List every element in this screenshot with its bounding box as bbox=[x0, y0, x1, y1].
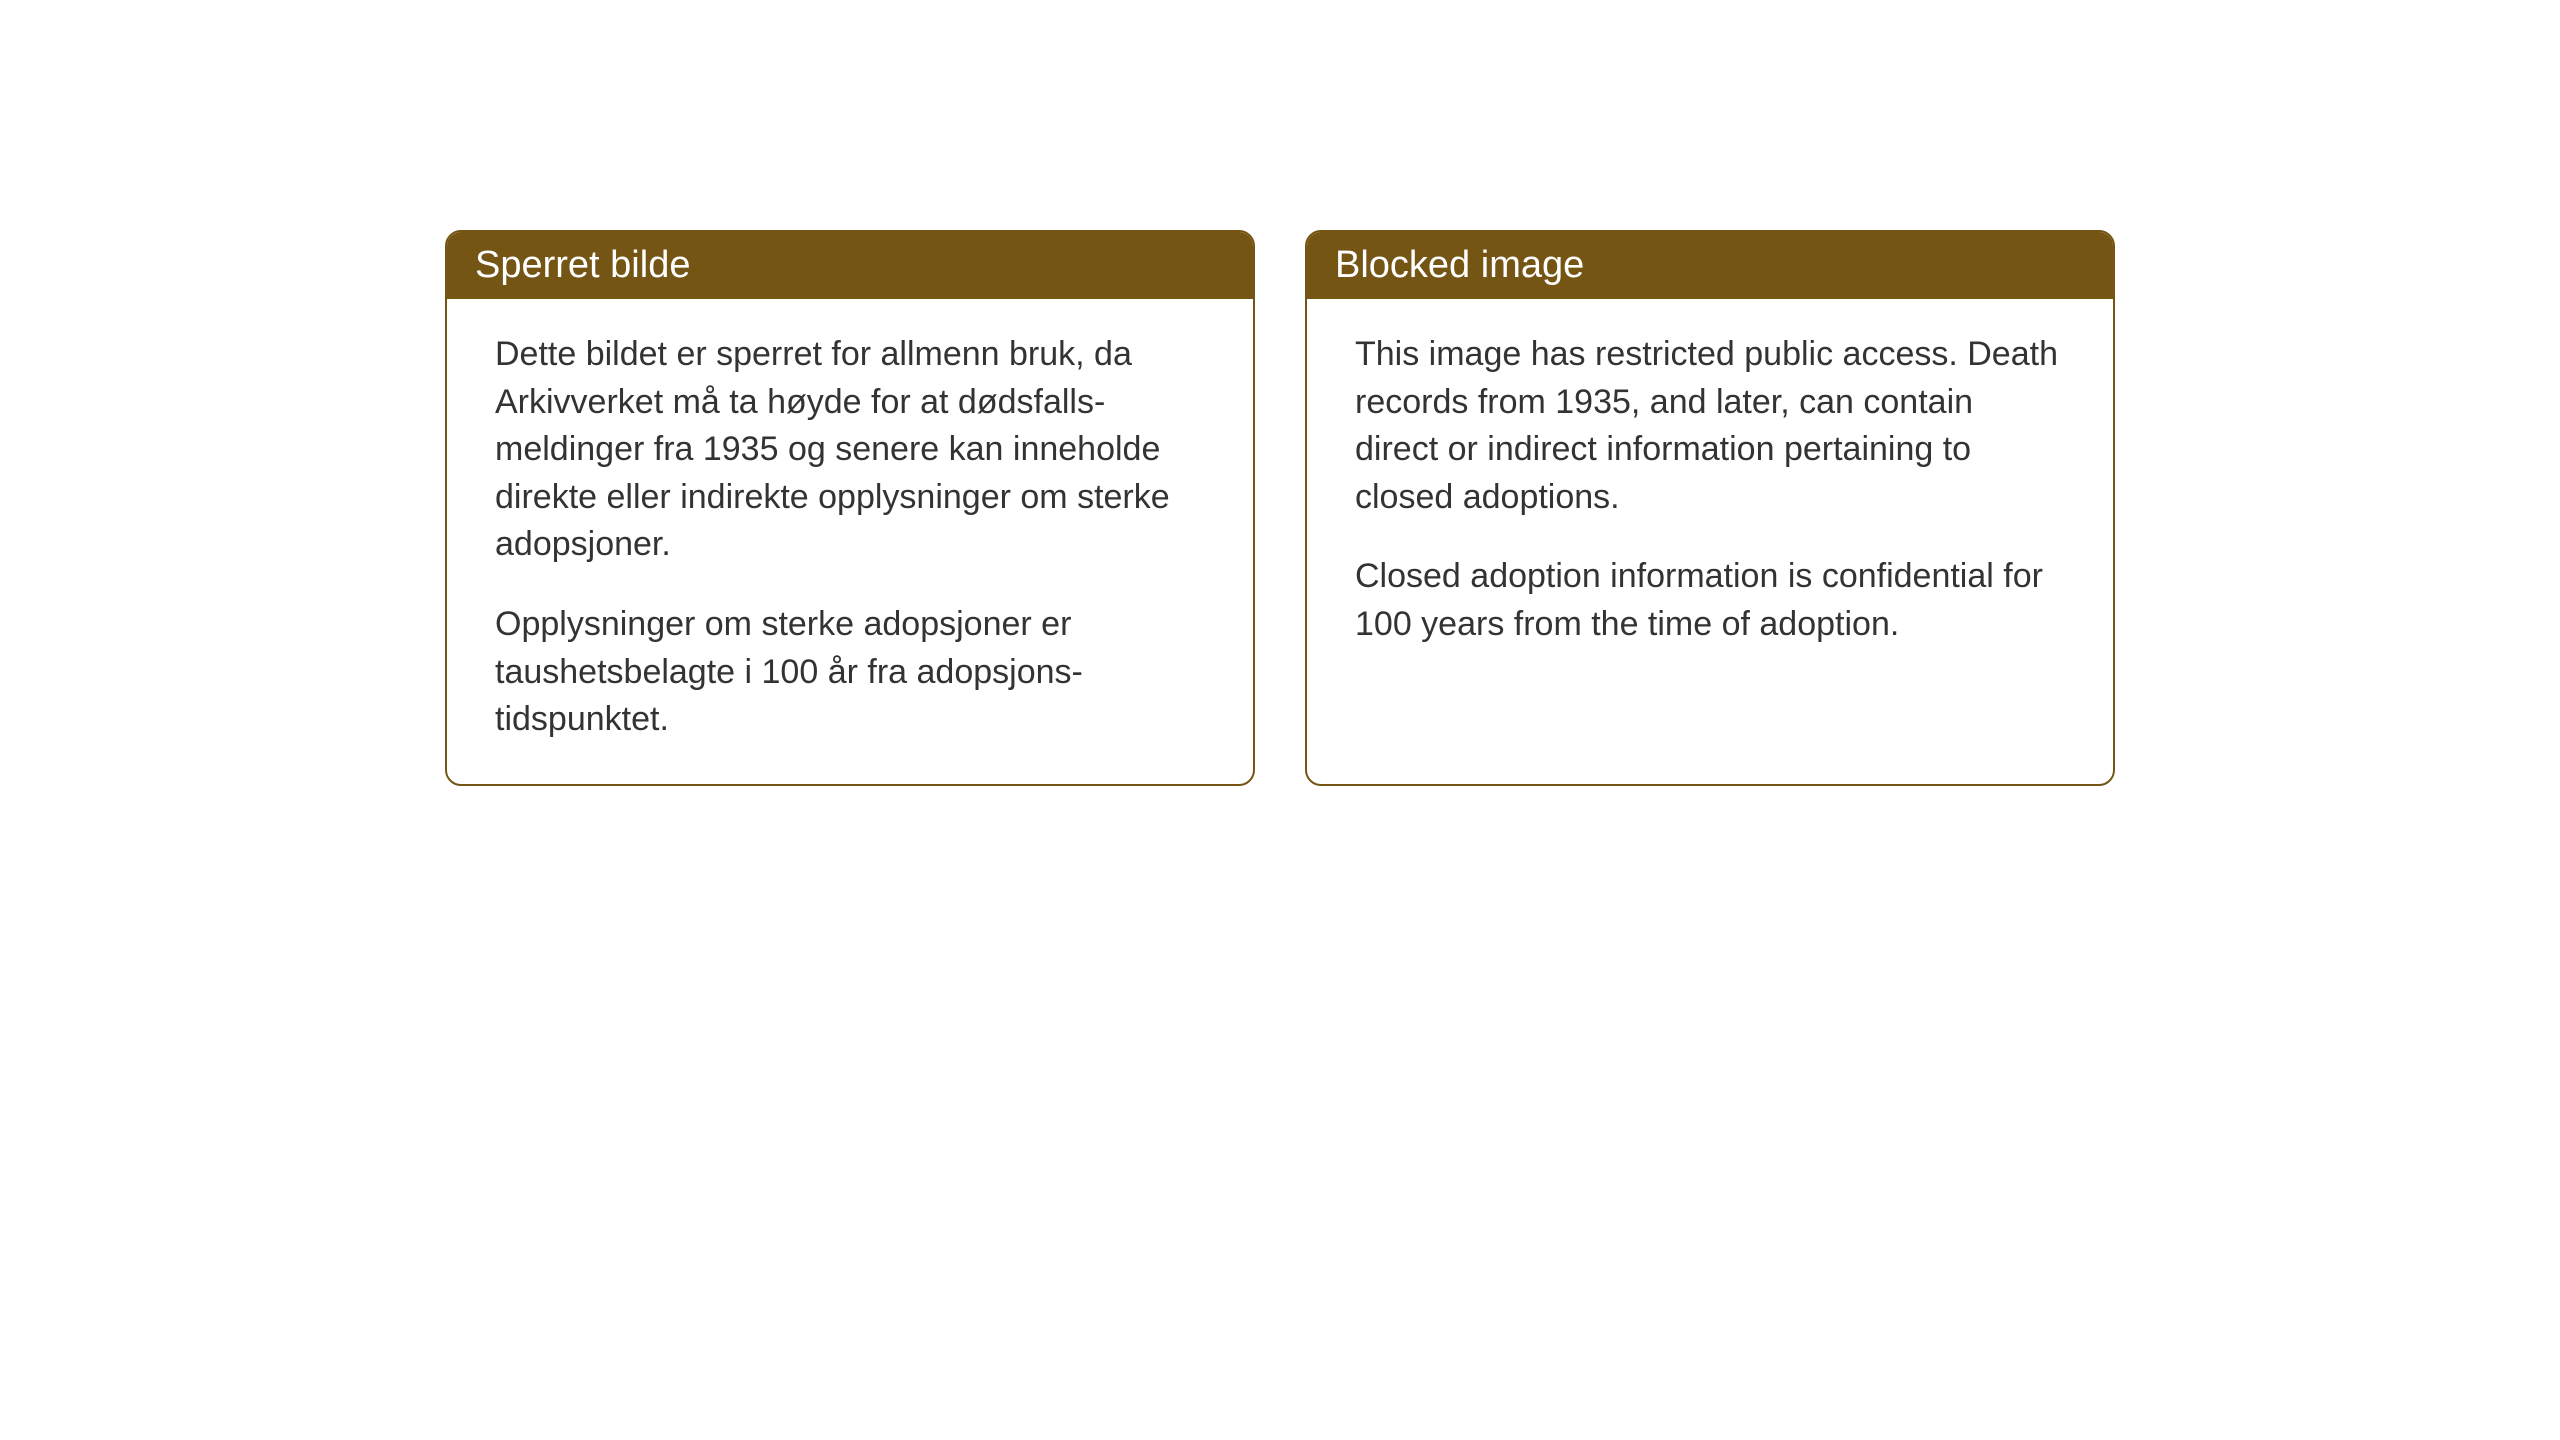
notice-title-english: Blocked image bbox=[1335, 244, 1584, 286]
notice-container: Sperret bilde Dette bildet er sperret fo… bbox=[445, 230, 2115, 786]
notice-header-english: Blocked image bbox=[1307, 232, 2113, 299]
notice-title-norwegian: Sperret bilde bbox=[475, 244, 690, 286]
notice-paragraph-1-norwegian: Dette bildet er sperret for allmenn bruk… bbox=[495, 331, 1205, 569]
notice-paragraph-2-norwegian: Opplysninger om sterke adopsjoner er tau… bbox=[495, 601, 1205, 744]
notice-body-norwegian: Dette bildet er sperret for allmenn bruk… bbox=[447, 299, 1253, 784]
notice-paragraph-1-english: This image has restricted public access.… bbox=[1355, 331, 2065, 521]
notice-card-english: Blocked image This image has restricted … bbox=[1305, 230, 2115, 786]
notice-card-norwegian: Sperret bilde Dette bildet er sperret fo… bbox=[445, 230, 1255, 786]
notice-body-english: This image has restricted public access.… bbox=[1307, 299, 2113, 719]
notice-paragraph-2-english: Closed adoption information is confident… bbox=[1355, 553, 2065, 648]
notice-header-norwegian: Sperret bilde bbox=[447, 232, 1253, 299]
